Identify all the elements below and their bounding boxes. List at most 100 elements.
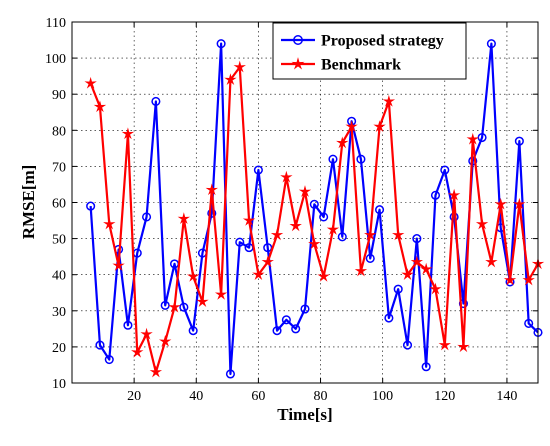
data-point (104, 354, 114, 365)
data-point (356, 154, 366, 164)
data-point (522, 273, 535, 286)
data-point (280, 170, 293, 183)
legend-entry: Proposed strategy (281, 33, 444, 50)
data-point (412, 234, 422, 244)
data-point (253, 165, 263, 175)
data-point (272, 326, 282, 336)
data-point (112, 259, 125, 271)
data-point (179, 302, 189, 312)
data-point (485, 255, 498, 268)
data-point (503, 273, 517, 286)
x-axis-title: Time[s] (277, 405, 332, 424)
data-point (252, 268, 265, 280)
y-tick-label: 110 (46, 16, 66, 31)
y-tick-label: 80 (52, 124, 66, 139)
data-point (196, 295, 209, 308)
legend-entry: Benchmark (281, 57, 401, 74)
data-point (95, 340, 105, 350)
data-point (207, 208, 217, 218)
data-point (186, 270, 200, 282)
legend-label: Proposed strategy (321, 33, 444, 50)
series-group (84, 39, 545, 379)
data-point (168, 300, 181, 313)
data-point (205, 183, 218, 196)
x-tick-label: 40 (189, 389, 203, 404)
data-point (86, 201, 96, 211)
y-tick-label: 100 (45, 52, 66, 67)
x-tick-label: 120 (434, 389, 455, 404)
x-tick-label: 20 (127, 389, 141, 404)
x-tick-label: 100 (372, 389, 393, 404)
y-tick-label: 30 (52, 305, 66, 320)
data-point (291, 324, 301, 334)
data-point (458, 299, 468, 309)
data-point (131, 345, 144, 358)
legend: Proposed strategy Benchmark (272, 22, 467, 80)
data-point (365, 253, 375, 264)
data-point (419, 262, 433, 275)
data-point (233, 60, 246, 73)
data-point (214, 288, 228, 300)
legend-marker (291, 57, 305, 70)
data-point (270, 228, 284, 241)
data-point (393, 284, 403, 294)
legend-marker (293, 35, 303, 45)
data-point (524, 318, 534, 328)
data-point (345, 120, 358, 132)
data-point (242, 214, 256, 226)
y-tick-label: 60 (52, 197, 66, 212)
data-point (430, 190, 441, 200)
data-point (142, 212, 152, 222)
data-point (410, 255, 424, 268)
data-point (309, 199, 319, 209)
data-point (457, 340, 470, 353)
data-point (308, 237, 321, 250)
data-point (151, 96, 161, 106)
data-point (159, 335, 172, 347)
legend-label: Benchmark (321, 57, 401, 74)
data-point (121, 127, 135, 140)
data-point (261, 255, 274, 268)
data-point (447, 188, 461, 201)
data-point (466, 132, 479, 145)
data-point (281, 315, 291, 325)
data-point (224, 73, 237, 86)
data-point (103, 217, 116, 230)
y-tick-label: 10 (52, 377, 66, 392)
axes: 20 40 60 80 100 120 140 10 20 30 40 50 60 70 80 90 100 11… (45, 16, 538, 404)
legend-box (272, 22, 467, 80)
data-point (494, 197, 507, 210)
series-line (89, 42, 539, 376)
data-point (93, 100, 107, 113)
data-point (188, 326, 198, 336)
data-point (354, 264, 368, 277)
data-point (317, 270, 330, 282)
data-point (263, 243, 273, 253)
series-proposed-strategy (86, 39, 543, 379)
data-point (216, 39, 226, 49)
data-point (421, 362, 431, 372)
y-tick-label: 20 (52, 341, 66, 356)
data-point (337, 232, 347, 242)
data-point (392, 228, 405, 241)
data-point (326, 223, 340, 235)
y-tick-label: 90 (52, 88, 66, 103)
data-point (177, 212, 191, 224)
data-point (486, 39, 496, 49)
x-tick-label: 140 (496, 389, 517, 404)
data-point (84, 76, 97, 89)
data-point (364, 228, 377, 241)
data-point (300, 304, 310, 314)
data-point (336, 136, 349, 149)
data-point (123, 320, 133, 330)
series-benchmark (84, 60, 545, 378)
data-point (373, 120, 386, 132)
data-point (149, 365, 163, 378)
y-tick-label: 50 (52, 233, 66, 248)
data-point (375, 205, 385, 215)
data-point (438, 338, 451, 351)
data-point (289, 219, 302, 232)
data-point (140, 327, 153, 340)
